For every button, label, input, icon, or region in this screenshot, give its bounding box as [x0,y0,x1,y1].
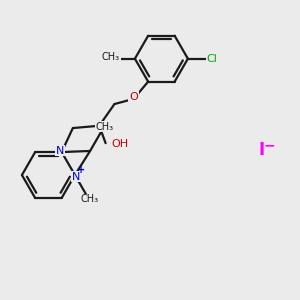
Text: N: N [56,146,64,156]
Text: N: N [72,172,80,182]
Text: O: O [129,92,138,101]
Text: CH₃: CH₃ [102,52,120,62]
Text: Cl: Cl [206,54,217,64]
Text: CH₃: CH₃ [96,122,114,131]
Text: OH: OH [111,139,128,149]
Text: I: I [259,141,265,159]
Text: +: + [77,165,86,175]
Text: −: − [263,139,275,153]
Text: CH₃: CH₃ [81,194,99,204]
